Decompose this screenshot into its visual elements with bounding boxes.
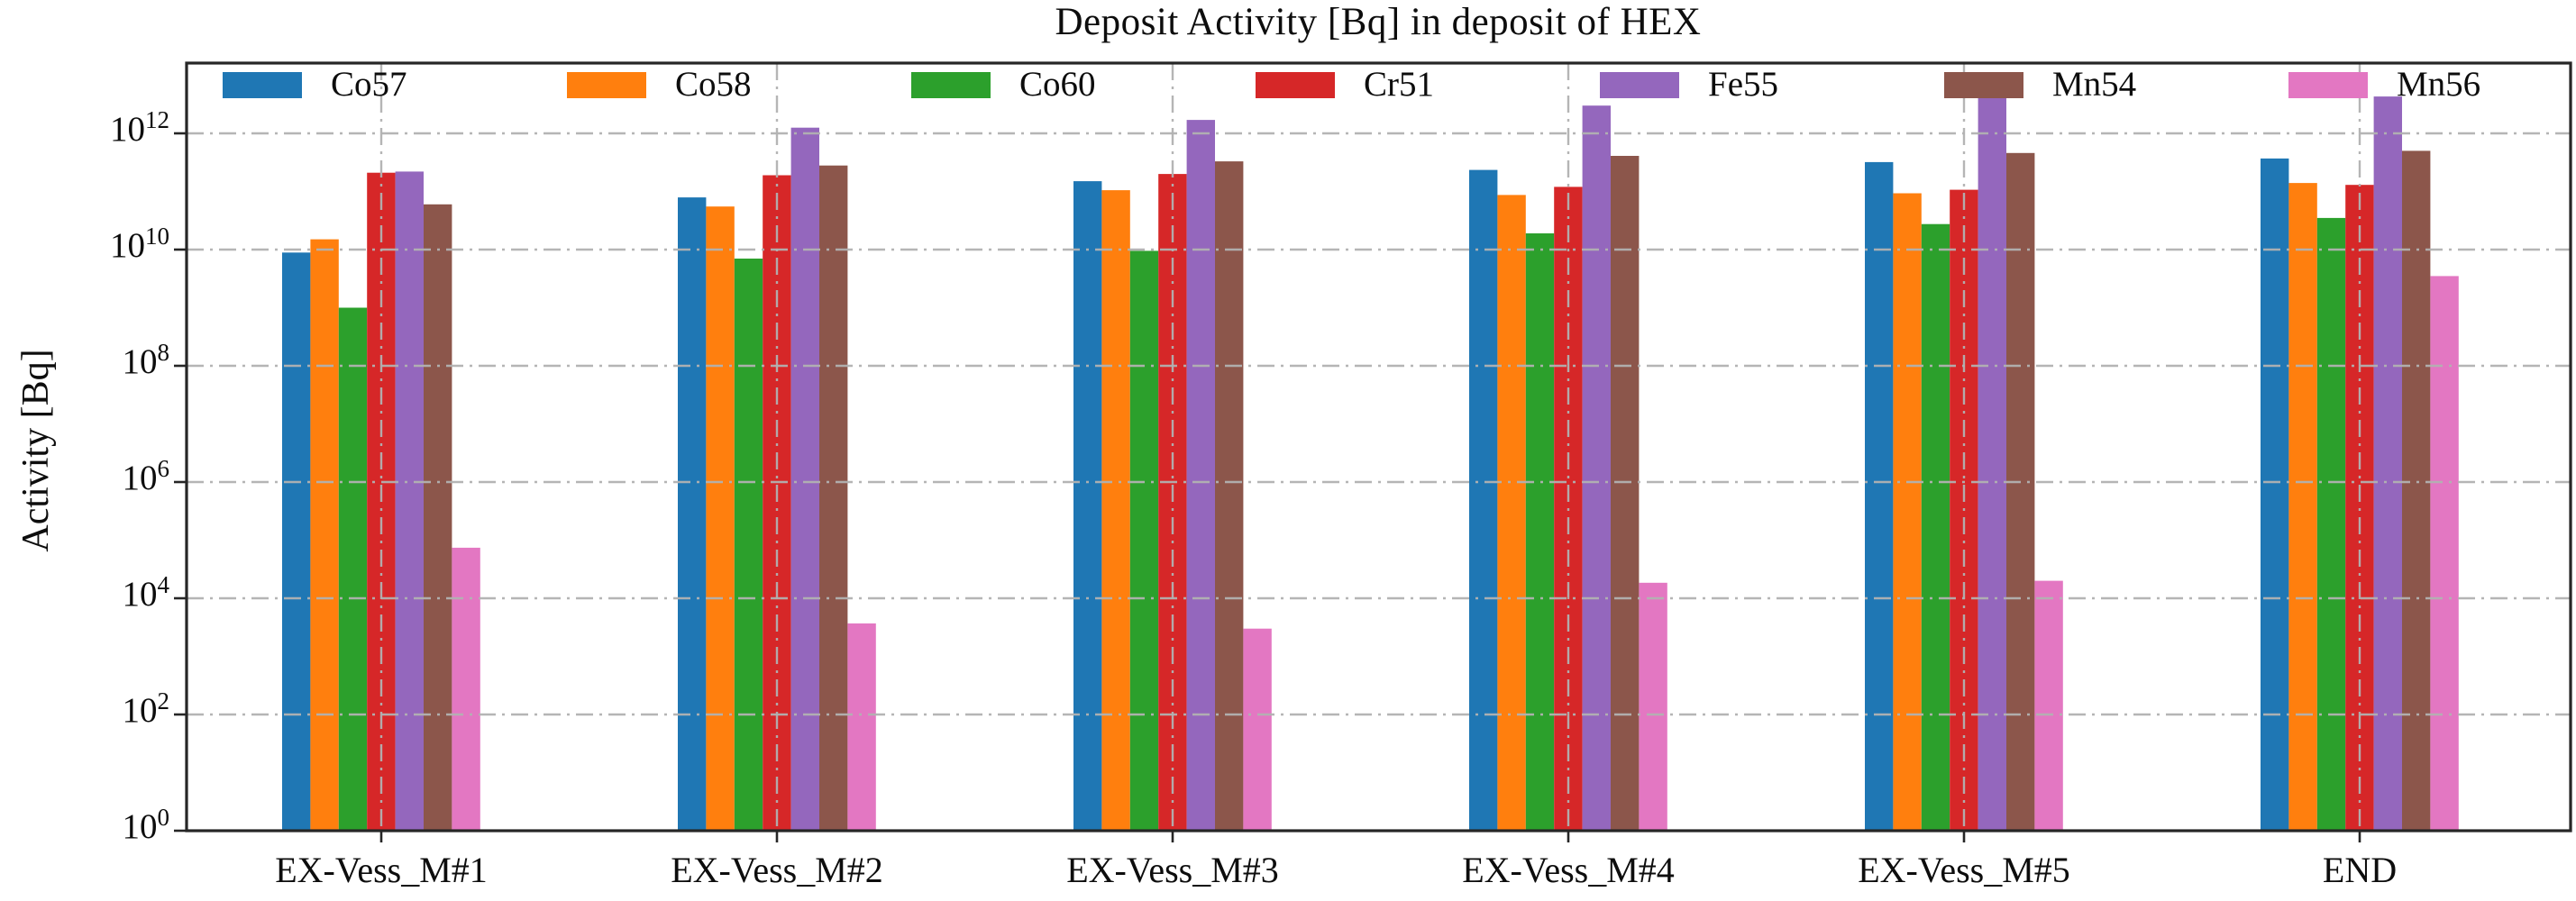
x-tick-label-END: END [2322,850,2398,890]
chart-title: Deposit Activity [Bq] in deposit of HEX [1055,1,1702,43]
bar-Co58-EX-Vess_M#2 [706,206,735,831]
x-tick-label-EX-Vess_M#4: EX-Vess_M#4 [1462,850,1675,890]
bar-Co58-EX-Vess_M#3 [1101,190,1130,832]
bar-Mn56-END [2430,276,2459,831]
bar-Mn54-EX-Vess_M#4 [1611,156,1640,831]
bar-Mn54-EX-Vess_M#2 [819,165,848,831]
bar-Co58-EX-Vess_M#4 [1497,195,1526,831]
legend-label-Co60: Co60 [1019,65,1096,104]
y-tick-label-1e10: 1010 [110,223,169,266]
y-tick-label-1e4: 104 [122,571,170,614]
bar-Fe55-EX-Vess_M#3 [1186,120,1215,832]
y-tick-label-1e8: 108 [122,339,170,382]
bar-Fe55-EX-Vess_M#1 [395,171,424,831]
legend-swatch-Co57 [223,72,302,98]
bar-Mn56-EX-Vess_M#3 [1243,628,1272,831]
legend-label-Mn54: Mn54 [2052,65,2137,104]
legend-swatch-Mn54 [1944,72,2023,98]
bar-Co57-EX-Vess_M#2 [678,197,707,832]
x-tick-label-EX-Vess_M#5: EX-Vess_M#5 [1858,850,2070,890]
bar-Mn54-EX-Vess_M#3 [1215,161,1244,832]
y-tick-label-1e6: 106 [122,455,170,498]
bar-Co60-EX-Vess_M#5 [1921,223,1950,831]
bar-Co60-EX-Vess_M#1 [338,307,368,831]
bar-Mn56-EX-Vess_M#5 [2034,580,2063,831]
bar-Co57-EX-Vess_M#1 [282,252,311,831]
bar-Fe55-EX-Vess_M#5 [1978,81,2006,832]
axes-frame [185,61,2572,833]
bar-Co60-EX-Vess_M#3 [1129,250,1159,831]
legend-swatch-Mn56 [2288,72,2368,98]
legend-label-Mn56: Mn56 [2397,65,2481,104]
bar-Mn54-EX-Vess_M#5 [2006,152,2035,832]
legend-label-Cr51: Cr51 [1364,65,1434,104]
bar-Fe55-EX-Vess_M#2 [790,127,819,831]
bar-Co58-END [2288,183,2317,832]
bar-Mn56-EX-Vess_M#4 [1639,582,1667,831]
y-tick-label-1e0: 100 [122,804,170,847]
legend-swatch-Co60 [911,72,991,98]
bar-Co57-END [2261,158,2289,831]
x-tick-label-EX-Vess_M#1: EX-Vess_M#1 [275,850,488,890]
legend-swatch-Co58 [567,72,646,98]
y-tick-label-1e2: 102 [122,687,170,731]
x-tick-label-EX-Vess_M#3: EX-Vess_M#3 [1066,850,1279,890]
legend-label-Co58: Co58 [675,65,752,104]
legend-label-Co57: Co57 [331,65,407,104]
bar-Co60-END [2316,217,2346,831]
bar-Co60-EX-Vess_M#4 [1525,233,1555,831]
bar-Fe55-EX-Vess_M#4 [1582,105,1611,831]
bar-Co58-EX-Vess_M#1 [310,239,339,832]
bar-Co57-EX-Vess_M#4 [1469,169,1498,832]
bar-Mn54-EX-Vess_M#1 [424,204,452,832]
x-tick-label-EX-Vess_M#2: EX-Vess_M#2 [671,850,883,890]
legend-swatch-Cr51 [1256,72,1335,98]
legend-swatch-Fe55 [1600,72,1679,98]
bar-Mn54-END [2402,150,2431,831]
bar-Co60-EX-Vess_M#2 [734,259,763,831]
bar-Co57-EX-Vess_M#5 [1865,161,1894,831]
bar-Co58-EX-Vess_M#5 [1893,193,1922,831]
bar-Mn56-EX-Vess_M#1 [452,547,480,831]
bar-Co57-EX-Vess_M#3 [1073,181,1102,832]
legend-label-Fe55: Fe55 [1708,65,1778,104]
y-tick-label-1e12: 1012 [110,106,169,150]
bar-Mn56-EX-Vess_M#2 [847,623,876,831]
bar-Fe55-END [2373,96,2402,832]
